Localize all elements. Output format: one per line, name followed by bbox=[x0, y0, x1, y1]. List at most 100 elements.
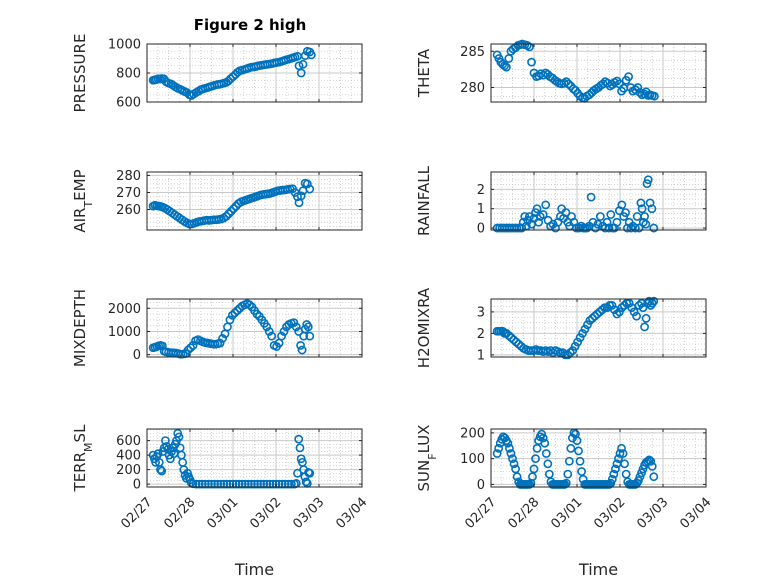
data-point bbox=[538, 210, 548, 219]
y-axis-label: H2OMIXRA bbox=[415, 287, 433, 368]
data-point bbox=[291, 322, 301, 332]
data-point bbox=[575, 456, 585, 466]
subplot-theta: 280 285 THETA bbox=[415, 39, 707, 103]
data-point bbox=[222, 479, 232, 489]
data-point bbox=[218, 334, 227, 343]
data-point bbox=[617, 303, 627, 312]
data-point bbox=[563, 350, 573, 360]
data-point bbox=[524, 480, 534, 489]
data-point bbox=[232, 306, 242, 315]
data-point bbox=[492, 449, 502, 458]
plot-area bbox=[491, 44, 706, 102]
data-point bbox=[621, 469, 631, 479]
data-point bbox=[252, 309, 262, 319]
data-point bbox=[593, 219, 603, 229]
data-point bbox=[624, 298, 634, 308]
y-tick-label: 200 bbox=[460, 426, 485, 441]
data-point bbox=[574, 446, 583, 456]
y-tick-label: 800 bbox=[116, 67, 141, 82]
data-point bbox=[560, 480, 570, 489]
data-point bbox=[561, 77, 571, 87]
data-point bbox=[229, 204, 239, 214]
axes-box bbox=[146, 298, 363, 358]
y-label-subscript: T bbox=[82, 201, 95, 209]
y-axis-label: THETA bbox=[415, 48, 433, 98]
data-point bbox=[264, 327, 274, 336]
data-point bbox=[528, 472, 537, 482]
figure-title: Figure 2 high bbox=[194, 16, 307, 34]
data-point bbox=[568, 346, 578, 355]
data-point bbox=[305, 468, 315, 478]
data-point bbox=[228, 479, 238, 489]
data-point bbox=[256, 479, 266, 489]
data-point bbox=[293, 192, 302, 202]
data-point bbox=[250, 479, 259, 489]
data-point bbox=[157, 466, 167, 476]
data-point bbox=[617, 200, 627, 210]
y-label-main: TERR bbox=[71, 452, 89, 493]
data-point bbox=[630, 223, 640, 233]
data-point bbox=[564, 79, 573, 89]
data-point bbox=[224, 209, 234, 219]
data-point bbox=[543, 459, 553, 469]
data-point bbox=[541, 449, 551, 458]
data-point bbox=[501, 62, 511, 72]
data-point bbox=[636, 198, 646, 208]
y-label-main: SUN bbox=[415, 460, 433, 492]
data-point bbox=[534, 71, 544, 81]
data-point bbox=[637, 298, 646, 308]
data-point bbox=[277, 331, 286, 341]
data-point bbox=[200, 479, 210, 489]
y-tick-label: 280 bbox=[460, 81, 485, 96]
data-point bbox=[610, 464, 620, 474]
data-point bbox=[584, 90, 594, 100]
data-point bbox=[641, 313, 651, 323]
data-point bbox=[305, 184, 315, 194]
data-point bbox=[641, 219, 651, 229]
data-point bbox=[538, 433, 548, 443]
data-point bbox=[503, 438, 513, 448]
data-point bbox=[642, 179, 652, 188]
data-point bbox=[298, 59, 308, 69]
data-point bbox=[580, 324, 590, 334]
data-point bbox=[529, 464, 539, 474]
data-point bbox=[277, 479, 287, 489]
data-point bbox=[156, 465, 165, 474]
data-point bbox=[511, 464, 520, 474]
data-point bbox=[247, 479, 256, 489]
data-point bbox=[614, 454, 623, 464]
data-point bbox=[650, 91, 659, 101]
data-point bbox=[614, 307, 624, 317]
data-point bbox=[223, 76, 233, 86]
data-point bbox=[508, 454, 517, 464]
data-point bbox=[590, 311, 600, 321]
y-axis-label: AIRTEMP bbox=[71, 169, 95, 232]
y-label-tail: LUX bbox=[415, 425, 433, 454]
data-point bbox=[294, 434, 304, 444]
data-point bbox=[500, 61, 509, 71]
data-point bbox=[633, 83, 643, 92]
data-point bbox=[587, 313, 597, 323]
axes-box bbox=[490, 298, 707, 358]
data-point bbox=[532, 204, 542, 214]
y-label-tail: SL bbox=[71, 424, 89, 443]
data-point bbox=[578, 328, 587, 338]
data-point bbox=[595, 307, 605, 317]
y-tick-label: 280 bbox=[116, 169, 141, 184]
data-point bbox=[231, 479, 241, 489]
data-point bbox=[524, 42, 534, 52]
data-point bbox=[524, 212, 534, 221]
x-axis-label: Time bbox=[234, 560, 274, 579]
y-tick-label: 2 bbox=[477, 183, 485, 198]
y-tick-label: 0 bbox=[133, 478, 141, 493]
data-point bbox=[228, 72, 238, 82]
data-point bbox=[620, 459, 630, 469]
data-point bbox=[183, 345, 193, 355]
data-point bbox=[621, 208, 630, 217]
data-point bbox=[253, 479, 262, 489]
y-tick-label: 200 bbox=[116, 463, 141, 478]
data-point bbox=[575, 333, 585, 343]
data-point bbox=[174, 432, 184, 442]
data-point bbox=[157, 341, 167, 351]
data-point bbox=[629, 307, 639, 317]
